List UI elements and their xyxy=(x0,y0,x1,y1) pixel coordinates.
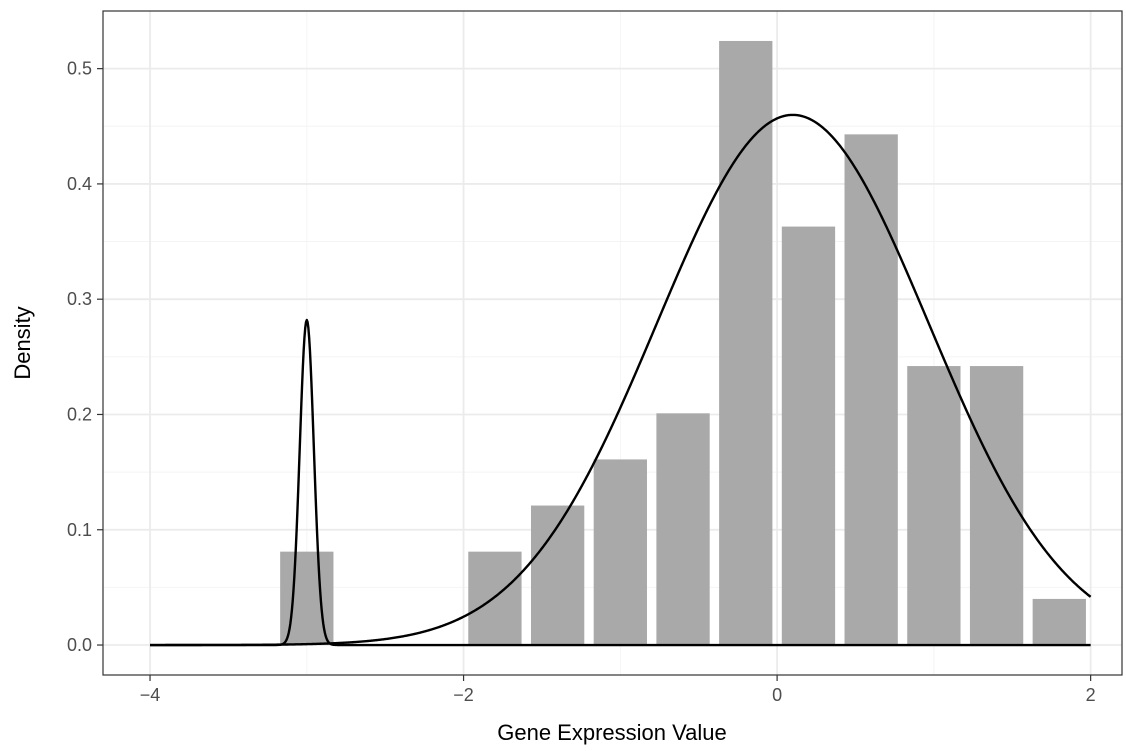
y-axis-title: Density xyxy=(10,306,35,379)
density-curve xyxy=(149,113,1092,647)
y-tick-label: 0.2 xyxy=(67,404,92,424)
x-tick-label: 2 xyxy=(1086,685,1096,705)
y-tick-label: 0.4 xyxy=(67,174,92,194)
density-curves xyxy=(149,113,1092,647)
x-tick-label: 0 xyxy=(772,685,782,705)
x-axis-title: Gene Expression Value xyxy=(497,720,727,745)
histogram-bar xyxy=(781,226,836,646)
histogram-bar xyxy=(530,505,585,646)
histogram-bar xyxy=(656,413,710,646)
histogram-bar xyxy=(1032,598,1086,646)
y-tick-label: 0.1 xyxy=(67,520,92,540)
x-tick-label: −2 xyxy=(453,685,474,705)
x-axis-ticks: −4 −2 0 2 xyxy=(140,675,1096,705)
histogram-bar xyxy=(719,40,773,646)
x-tick-label: −4 xyxy=(140,685,161,705)
y-axis-ticks: 0.0 0.1 0.2 0.3 0.4 0.5 xyxy=(67,59,103,655)
histogram-bar xyxy=(907,366,961,646)
y-tick-label: 0.0 xyxy=(67,635,92,655)
density-curve xyxy=(149,318,1092,647)
y-tick-label: 0.5 xyxy=(67,59,92,79)
panel-border xyxy=(102,10,1123,676)
y-tick-label: 0.3 xyxy=(67,289,92,309)
histogram-bar xyxy=(593,459,647,646)
histogram-bar xyxy=(844,134,898,646)
